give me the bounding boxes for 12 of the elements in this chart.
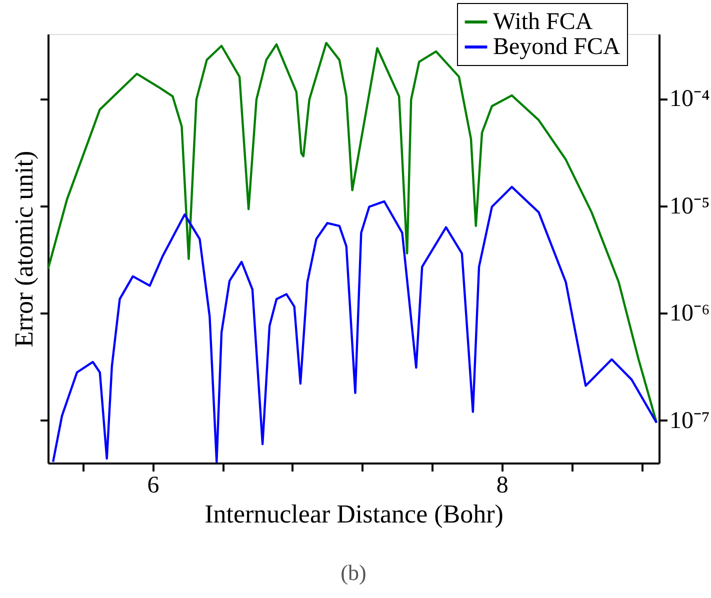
y-tick-label: 10⁻⁴ <box>670 86 710 112</box>
x-tick-label: 8 <box>496 472 508 498</box>
y-tick-label: 10⁻⁷ <box>670 408 710 434</box>
text: (b) <box>340 560 366 585</box>
y-tick-label: 10⁻⁵ <box>670 193 710 220</box>
x-tick-label: 6 <box>147 472 160 498</box>
legend-label: With FCA <box>493 9 594 35</box>
y-tick-label: 10⁻⁶ <box>670 300 710 327</box>
line-series <box>52 186 658 463</box>
x-axis-title: Internuclear Distance (Bohr) <box>204 500 504 528</box>
y-axis-title: Error (atomic unit) <box>10 150 38 348</box>
legend-label: Beyond FCA <box>493 34 622 60</box>
